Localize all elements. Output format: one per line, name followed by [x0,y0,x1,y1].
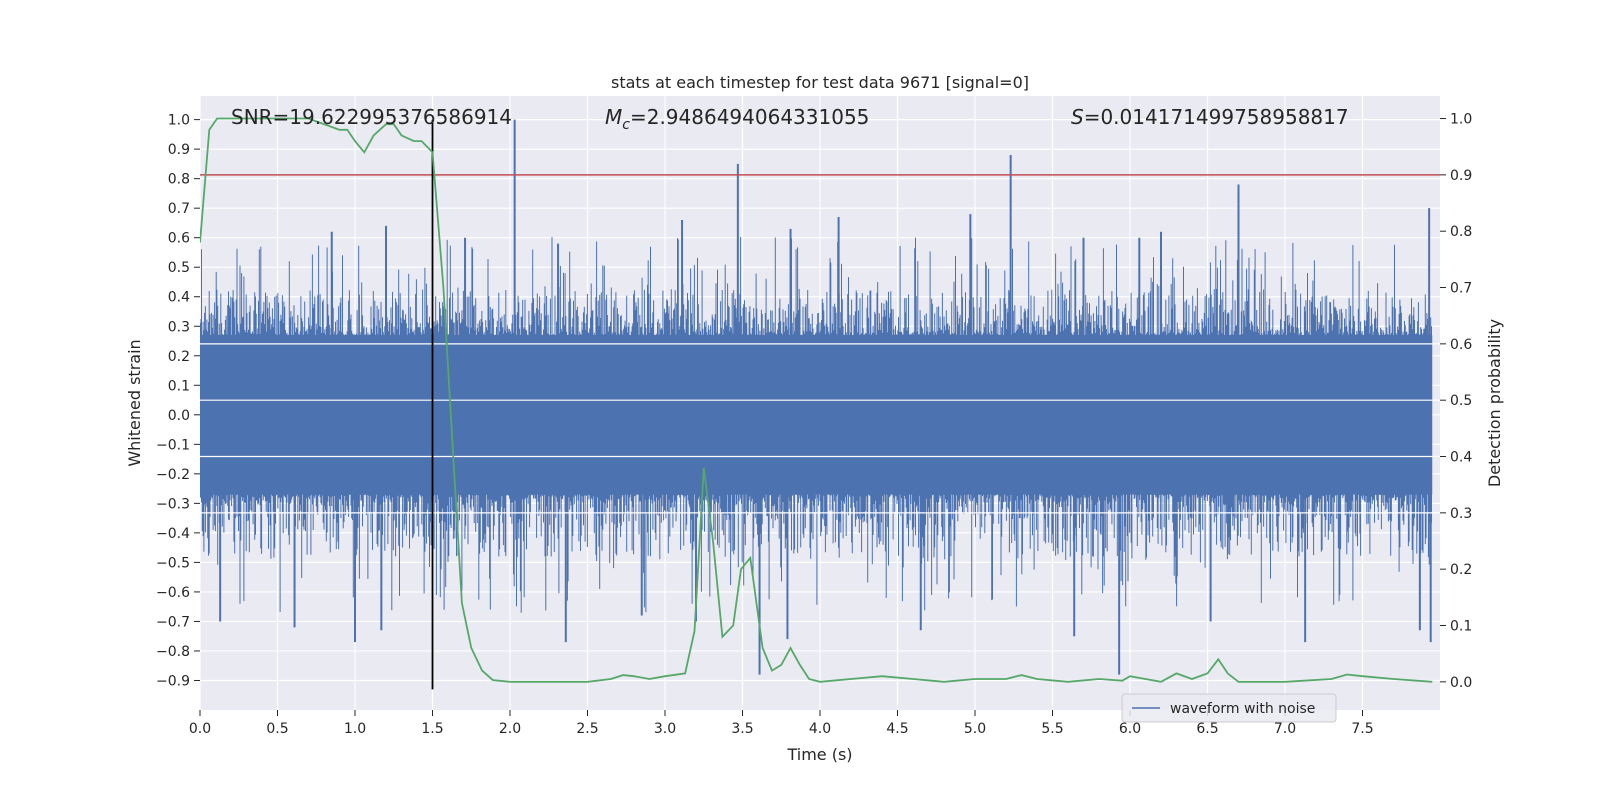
y-right-tick-label: 0.5 [1450,393,1472,409]
legend: waveform with noise [1121,693,1337,723]
x-tick-label: 0.5 [266,721,288,737]
y-right-tick-label: 0.4 [1450,450,1472,466]
x-tick-label: 2.0 [499,721,521,737]
chirp-mass-subscript: c [622,117,630,133]
x-tick-label: 3.5 [731,721,753,737]
y-left-tick-label: 0.3 [168,319,190,335]
x-tick-label: 6.5 [1196,721,1218,737]
waveform-series [200,119,1440,675]
s-symbol: S [1071,105,1084,129]
x-tick-label: 5.5 [1041,721,1063,737]
y-left-tick-label: −0.7 [156,614,190,630]
y-left-tick-label: −0.4 [156,526,190,542]
y-axis-left-label: Whitened strain [125,339,144,466]
y-right-tick-label: 0.9 [1450,168,1472,184]
chirp-mass-annotation: Mc=2.9486494064331055 [605,105,869,133]
y-axis-left: 1.0 0.9 0.8 0.7 0.6 0.5 0.4 0.3 0.2 0.1 0.0 −0.1 −0.… [156,113,200,689]
y-left-tick-label: −0.6 [156,585,190,601]
y-left-tick-label: 0.8 [168,172,190,188]
detection-probability-line [200,117,1433,683]
waveform-core-band [200,335,1433,495]
snr-annotation: SNR=19.622995376586914 [231,105,512,129]
y-left-tick-label: −0.1 [156,437,190,453]
y-right-tick-label: 0.3 [1450,506,1472,522]
y-left-tick-label: −0.8 [156,644,190,660]
x-axis-label: Time (s) [786,745,852,764]
x-tick-label: 1.5 [421,721,443,737]
y-left-tick-label: 0.4 [168,290,190,306]
y-left-tick-label: 1.0 [168,113,190,129]
x-tick-label: 3.0 [654,721,676,737]
y-right-tick-label: 0.8 [1450,224,1472,240]
y-right-tick-label: 0.6 [1450,337,1472,353]
chirp-mass-symbol: M [605,105,622,129]
x-tick-label: 4.5 [886,721,908,737]
y-left-tick-label: −0.9 [156,673,190,689]
y-right-tick-label: 0.1 [1450,619,1472,635]
y-axis-right: 1.0 0.9 0.8 0.7 0.6 0.5 0.4 0.3 0.2 0.1 0.0 [1440,112,1472,691]
overlay-lines [200,119,1440,690]
x-tick-label: 6.0 [1119,721,1141,737]
x-tick-label: 7.0 [1274,721,1296,737]
x-tick-label: 1.0 [344,721,366,737]
x-tick-label: 5.0 [964,721,986,737]
y-left-tick-label: −0.5 [156,555,190,571]
y-left-tick-label: 0.0 [168,408,190,424]
x-tick-label: 0.0 [189,721,211,737]
y-left-tick-label: −0.2 [156,467,190,483]
y-left-tick-label: 0.6 [168,231,190,247]
x-tick-label: 4.0 [809,721,831,737]
x-tick-label: 7.5 [1351,721,1373,737]
y-right-tick-label: 0.2 [1450,562,1472,578]
chart-title: stats at each timestep for test data 967… [611,73,1029,92]
y-left-tick-label: 0.9 [168,142,190,158]
s-value: =0.014171499758958817 [1084,105,1349,129]
legend-box [1121,693,1337,723]
legend-label-waveform: waveform with noise [1170,701,1315,717]
chirp-mass-value: =2.9486494064331055 [630,105,869,129]
y-left-tick-label: 0.1 [168,378,190,394]
x-tick-label: 2.5 [576,721,598,737]
detection-probability-series [200,117,1433,683]
y-left-tick-label: 0.5 [168,260,190,276]
s-annotation: S=0.014171499758958817 [1071,105,1349,129]
y-left-tick-label: 0.7 [168,201,190,217]
y-right-tick-label: 0.7 [1450,281,1472,297]
y-axis-right-label: Detection probability [1485,319,1504,487]
y-left-tick-label: −0.3 [156,496,190,512]
y-left-tick-label: 0.2 [168,349,190,365]
y-right-tick-label: 1.0 [1450,112,1472,128]
y-right-tick-label: 0.0 [1450,675,1472,691]
